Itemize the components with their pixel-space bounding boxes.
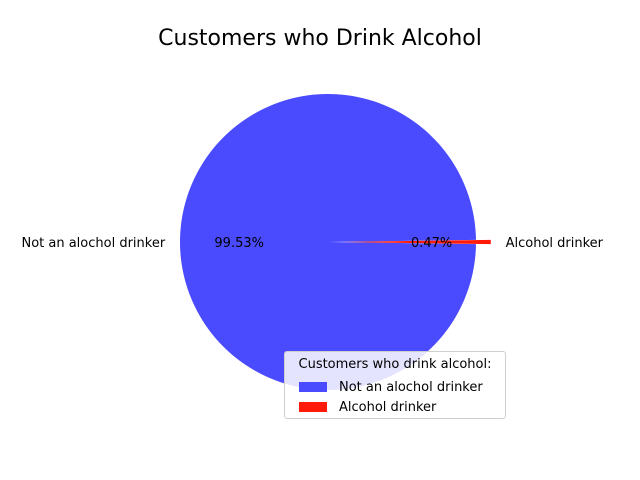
legend-title: Customers who drink alcohol: bbox=[298, 357, 492, 372]
pie-slice-drinker bbox=[342, 239, 491, 245]
legend-item-not-drinker: Not an alochol drinker bbox=[299, 379, 483, 395]
slice-label-drinker: Alcohol drinker bbox=[506, 236, 604, 251]
legend-swatch-drinker bbox=[299, 402, 327, 412]
slice-label-not-drinker: Not an alochol drinker bbox=[21, 236, 165, 251]
slice-percent-drinker: 0.47% bbox=[411, 236, 452, 251]
legend-swatch-not-drinker bbox=[299, 382, 327, 392]
legend: Customers who drink alcohol: Not an aloc… bbox=[284, 351, 506, 419]
slice-percent-not-drinker: 99.53% bbox=[214, 236, 264, 251]
chart-title: Customers who Drink Alcohol bbox=[158, 26, 482, 51]
legend-label-drinker: Alcohol drinker bbox=[339, 399, 437, 415]
legend-item-drinker: Alcohol drinker bbox=[299, 399, 436, 415]
legend-label-not-drinker: Not an alochol drinker bbox=[339, 379, 483, 395]
pie-slice-not-drinker bbox=[179, 93, 476, 391]
